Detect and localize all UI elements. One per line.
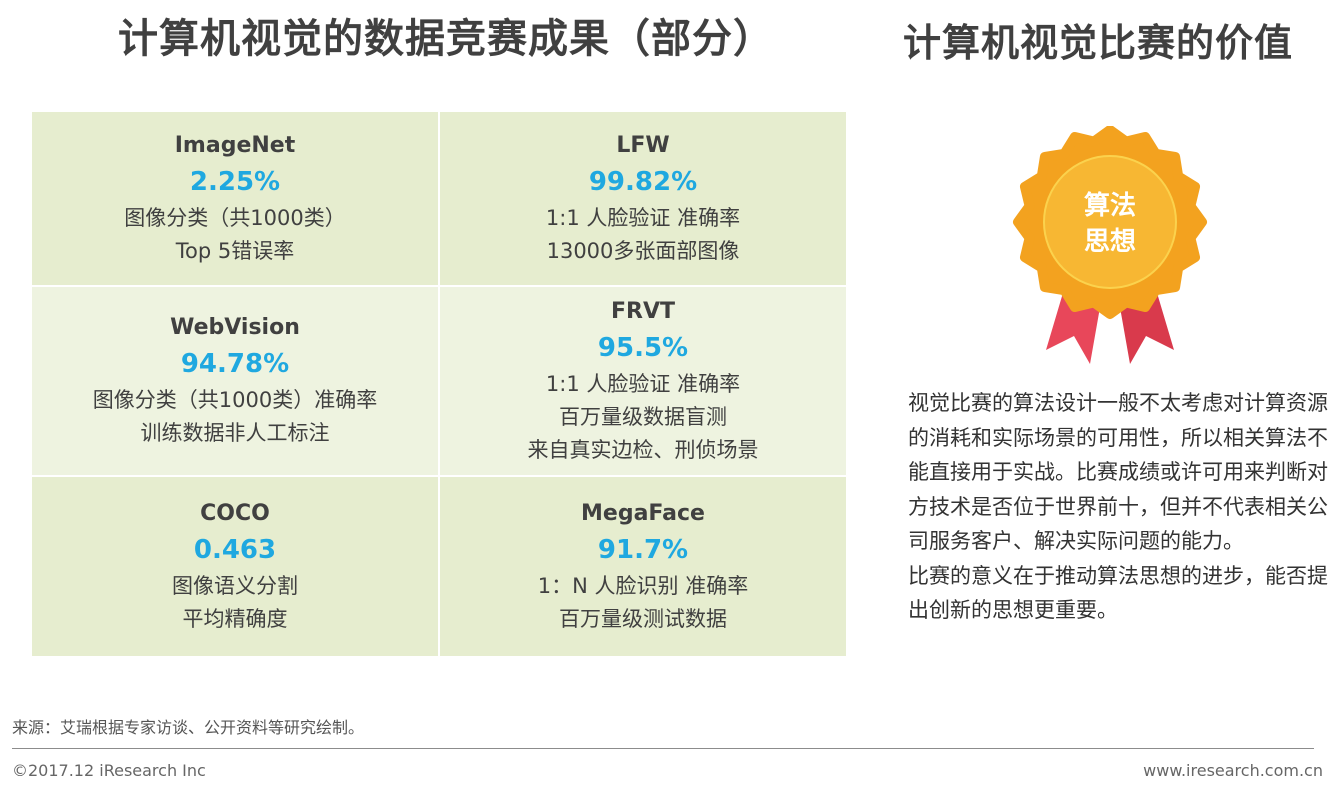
result-desc-line: 图像分类（共1000类）准确率: [92, 388, 378, 412]
result-desc-line: 图像分类（共1000类）: [124, 205, 346, 230]
result-desc-line: 13000多张面部图像: [546, 238, 740, 263]
result-card-megaface: MegaFace 91.7% 1：N 人脸识别 准确率 百万量级测试数据: [440, 477, 846, 656]
result-desc-line: 1：N 人脸识别 准确率: [537, 573, 749, 598]
result-desc-line: Top 5错误率: [175, 238, 295, 263]
result-value: 0.463: [193, 534, 277, 565]
footer-divider: [12, 748, 1314, 749]
value-paragraph: 比赛的意义在于推动算法思想的进步，能否提出创新的思想更重要。: [908, 563, 1328, 623]
value-paragraph: 视觉比赛的算法设计一般不太考虑对计算资源的消耗和实际场景的可用性，所以相关算法不…: [908, 391, 1328, 553]
result-card-frvt: FRVT 95.5% 1:1 人脸验证 准确率 百万量级数据盲测 来自真实边检、…: [440, 287, 846, 475]
medal-label-line: 思想: [1083, 227, 1136, 257]
result-desc-line: 百万量级数据盲测: [559, 404, 727, 429]
result-value: 95.5%: [597, 332, 689, 363]
right-section-title: 计算机视觉比赛的价值: [903, 21, 1294, 65]
result-desc-line: 图像语义分割: [172, 573, 298, 598]
result-card-imagenet: ImageNet 2.25% 图像分类（共1000类） Top 5错误率: [32, 112, 438, 285]
result-value: 94.78%: [180, 349, 290, 379]
result-desc-line: 来自真实边检、刑侦场景: [527, 437, 759, 462]
left-section-title: 计算机视觉的数据竞赛成果（部分）: [118, 16, 774, 62]
result-card-lfw: LFW 99.82% 1:1 人脸验证 准确率 13000多张面部图像: [440, 112, 846, 285]
result-value: 91.7%: [597, 534, 689, 565]
result-desc-line: 1:1 人脸验证 准确率: [545, 205, 741, 230]
award-medal-icon: [1013, 126, 1207, 364]
medal-label-line: 算法: [1083, 191, 1136, 221]
result-name: WebVision: [170, 315, 300, 340]
result-value: 99.82%: [588, 166, 698, 197]
result-desc-line: 训练数据非人工标注: [140, 421, 330, 445]
result-name: COCO: [200, 500, 270, 526]
result-desc-line: 1:1 人脸验证 准确率: [545, 371, 741, 396]
result-card-coco: COCO 0.463 图像语义分割 平均精确度: [32, 477, 438, 656]
result-name: FRVT: [610, 298, 675, 324]
result-desc-line: 平均精确度: [182, 606, 288, 631]
result-name: MegaFace: [581, 500, 705, 526]
source-note: 来源：艾瑞根据专家访谈、公开资料等研究绘制。: [12, 718, 365, 737]
result-name: LFW: [616, 132, 670, 158]
result-name: ImageNet: [174, 132, 296, 158]
website-link[interactable]: www.iresearch.com.cn: [1143, 761, 1323, 780]
value-description: 视觉比赛的算法设计一般不太考虑对计算资源的消耗和实际场景的可用性，所以相关算法不…: [908, 386, 1328, 628]
results-grid: ImageNet 2.25% 图像分类（共1000类） Top 5错误率 LFW…: [32, 112, 846, 656]
medal-label: 算法 思想: [1070, 188, 1150, 260]
copyright-text: ©2017.12 iResearch Inc: [12, 761, 206, 780]
medal-inner-disc: [1043, 155, 1177, 289]
medal-badge: [1013, 126, 1207, 319]
result-desc-line: 百万量级测试数据: [559, 606, 727, 631]
result-value: 2.25%: [189, 166, 281, 197]
result-card-webvision: WebVision 94.78% 图像分类（共1000类）准确率 训练数据非人工…: [32, 287, 438, 475]
